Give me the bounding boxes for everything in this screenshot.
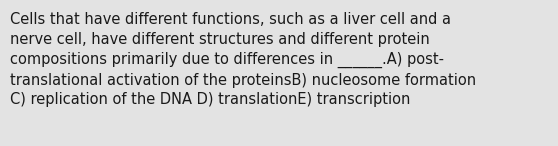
Text: Cells that have different functions, such as a liver cell and a
nerve cell, have: Cells that have different functions, suc…: [10, 12, 476, 107]
